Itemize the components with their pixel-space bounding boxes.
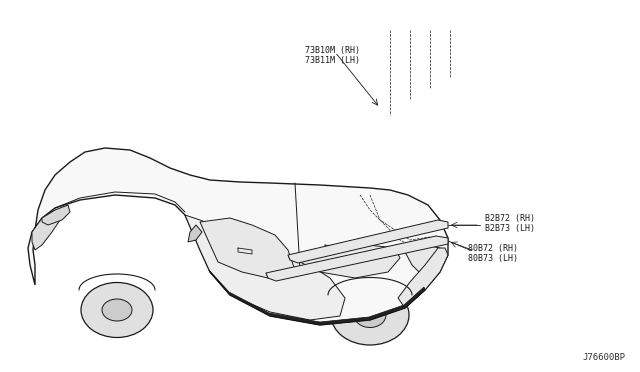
Polygon shape — [209, 270, 425, 325]
Ellipse shape — [81, 282, 153, 337]
Polygon shape — [185, 215, 345, 320]
Polygon shape — [42, 205, 70, 225]
Polygon shape — [300, 245, 400, 278]
Ellipse shape — [102, 299, 132, 321]
Polygon shape — [200, 218, 295, 278]
Polygon shape — [188, 225, 202, 242]
Polygon shape — [28, 148, 448, 325]
Text: 73B11M (LH): 73B11M (LH) — [305, 55, 360, 64]
Text: B2B73 (LH): B2B73 (LH) — [485, 224, 535, 232]
Text: 80B73 (LH): 80B73 (LH) — [468, 253, 518, 263]
Text: B2B72 (RH): B2B72 (RH) — [485, 214, 535, 222]
Polygon shape — [266, 236, 448, 281]
Polygon shape — [32, 210, 60, 250]
Text: J76600BP: J76600BP — [582, 353, 625, 362]
Text: 73B10M (RH): 73B10M (RH) — [305, 45, 360, 55]
Polygon shape — [405, 245, 445, 278]
Polygon shape — [398, 248, 448, 308]
Ellipse shape — [331, 285, 409, 345]
Polygon shape — [288, 220, 448, 263]
Text: 80B72 (RH): 80B72 (RH) — [468, 244, 518, 253]
Ellipse shape — [354, 302, 386, 327]
